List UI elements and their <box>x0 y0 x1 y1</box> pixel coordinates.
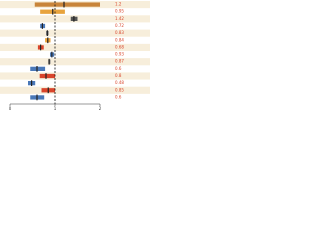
estimate-point <box>40 44 42 51</box>
estimate-label: 0.8 <box>115 73 122 78</box>
estimate-label: 0.6 <box>115 94 122 99</box>
estimate-point <box>45 73 47 79</box>
row-stripe <box>0 29 150 37</box>
estimate-point <box>36 66 38 72</box>
estimate-point <box>31 80 33 86</box>
interval-bar <box>34 2 100 7</box>
estimate-point <box>36 94 38 101</box>
estimate-point <box>63 1 65 8</box>
row-stripe <box>0 72 150 80</box>
estimate-label: 0.84 <box>115 37 124 42</box>
estimate-label: 0.6 <box>115 66 122 71</box>
estimate-label: 0.68 <box>115 44 124 49</box>
estimate-point <box>46 30 48 36</box>
estimate-point <box>52 8 54 15</box>
estimate-label: 0.87 <box>115 59 124 64</box>
estimate-point <box>73 16 75 22</box>
x-tick-label: 2 <box>99 106 102 111</box>
estimate-point <box>48 58 50 65</box>
row-stripe <box>0 86 150 94</box>
estimate-label: 0.93 <box>115 52 124 57</box>
row-stripe <box>0 43 150 51</box>
estimate-label: 0.95 <box>115 9 124 14</box>
chart: 1.2 0.95 1.42 0.72 0.83 0.84 0.68 0.93 0.87 0.6 0.… <box>0 1 150 111</box>
estimate-point <box>41 23 43 29</box>
estimate-point <box>47 37 49 44</box>
estimate-label: 1.2 <box>115 2 122 7</box>
interval-bar <box>39 73 55 79</box>
estimate-label: 0.83 <box>115 30 124 35</box>
x-tick-label: 0 <box>9 106 12 111</box>
x-tick-label: 1 <box>54 106 57 111</box>
estimate-label: 1.42 <box>115 16 124 21</box>
estimate-label: 0.48 <box>115 80 124 85</box>
estimate-label: 0.85 <box>115 87 124 92</box>
estimate-point <box>47 87 49 94</box>
estimate-point <box>51 51 53 58</box>
interval-bar <box>30 66 46 71</box>
row-stripe <box>0 58 150 66</box>
estimate-label: 0.72 <box>115 23 124 28</box>
